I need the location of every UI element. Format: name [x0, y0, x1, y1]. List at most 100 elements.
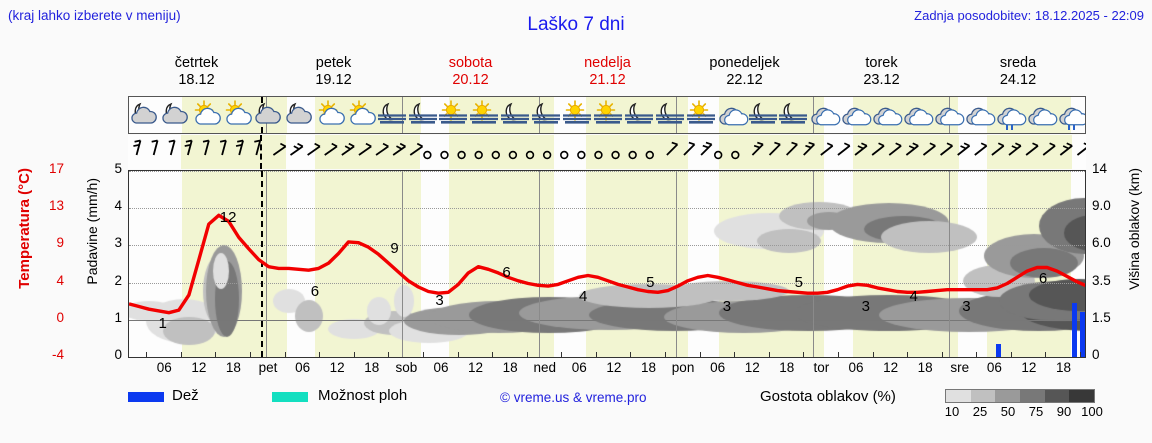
day-date: 24.12	[999, 72, 1037, 88]
cloud-icon	[1026, 99, 1058, 131]
night-shading-band	[448, 135, 555, 169]
current-time-marker	[260, 135, 263, 169]
x-tickmark	[319, 352, 321, 357]
moon-fog-icon	[748, 99, 778, 131]
cloud-height-tick: 6.0	[1092, 235, 1111, 251]
cloud-density-scale-label: 90	[1056, 404, 1072, 419]
temperature-tick: 4	[56, 272, 64, 288]
sun-cloud-icon	[222, 99, 253, 131]
day-separator	[402, 171, 404, 357]
day-name: torek	[865, 55, 898, 71]
cloud-height-axis-title: Višina oblakov (km)	[1126, 168, 1142, 290]
day-name: petek	[315, 55, 352, 71]
moon-fog-icon	[531, 99, 561, 131]
cloud-density-step-50	[995, 390, 1021, 402]
precipitation-tick: 0	[114, 347, 122, 362]
moon-fog-icon	[377, 99, 407, 131]
sun-cloud-icon	[346, 99, 376, 131]
moon-cloud-icon	[160, 99, 190, 131]
x-axis-tick: 18	[917, 360, 933, 375]
x-tickmark	[665, 352, 667, 357]
day-header-4: nedelja 21.12	[538, 55, 678, 89]
cloud-density-scale-label: 25	[972, 404, 988, 419]
horizontal-gridline	[129, 319, 1085, 321]
x-axis-tick: tor	[813, 360, 830, 375]
cloud-height-tick: 1.5	[1092, 309, 1111, 325]
legend-swatch-rain	[128, 392, 164, 402]
x-axis-tick: ned	[533, 360, 556, 375]
temperature-axis-title: Temperatura (°C)	[16, 168, 33, 289]
cloud-density-scale-label: 100	[1081, 404, 1103, 419]
x-tickmark	[1045, 352, 1047, 357]
temperature-point-label: 4	[909, 288, 918, 306]
day-name: sreda	[999, 55, 1037, 71]
night-shading-band	[180, 135, 287, 169]
x-tickmark	[353, 352, 355, 357]
day-header-2: petek 19.12	[264, 55, 404, 89]
cloud-density-scale-label: 50	[1000, 404, 1016, 419]
x-tickmark	[561, 352, 563, 357]
temperature-point-label: 1	[158, 314, 167, 332]
sun-fog-icon	[469, 99, 499, 131]
sun-cloud-icon	[191, 99, 222, 131]
temperature-point-label: 3	[435, 292, 444, 310]
x-axis-tick: 18	[225, 360, 241, 375]
x-axis-tick: 18	[1056, 360, 1072, 375]
x-tickmark	[734, 352, 736, 357]
x-tickmark	[630, 352, 632, 357]
precipitation-tick: 4	[114, 198, 122, 214]
x-axis-tick: 12	[883, 360, 899, 375]
legend-swatch-showers	[272, 392, 308, 402]
night-shading-band	[585, 135, 689, 169]
cloud-height-tick: 0	[1092, 347, 1100, 362]
x-tickmark	[250, 352, 251, 357]
day-date: 18.12	[178, 72, 215, 88]
x-axis-tick: 06	[710, 360, 726, 375]
x-tickmark	[837, 352, 839, 357]
moon-fog-icon	[624, 99, 654, 131]
x-tickmark	[768, 352, 770, 357]
copyright-link[interactable]: © vreme.us & vreme.pro	[500, 390, 647, 405]
moon-fog-icon	[500, 99, 530, 131]
x-tickmark	[457, 352, 459, 357]
x-axis-tick: 12	[191, 360, 207, 375]
x-axis-tick: 12	[1021, 360, 1037, 375]
cloud-density-color-ramp	[945, 389, 1095, 403]
location-menu-hint[interactable]: (kraj lahko izberete v meniju)	[8, 8, 181, 23]
cloud-density-scale-labels: 10 25 50 75 90 100	[938, 404, 1106, 419]
cloud-density-legend-title: Gostota oblakov (%)	[760, 388, 896, 405]
legend-label-showers: Možnost ploh	[318, 387, 408, 404]
x-tickmark	[803, 352, 805, 357]
x-tickmark	[872, 352, 874, 357]
horizontal-gridline	[129, 357, 1085, 358]
moon-fog-icon	[408, 99, 438, 131]
x-tickmark	[492, 352, 494, 357]
x-tickmark	[1080, 352, 1082, 357]
day-separator	[812, 171, 814, 357]
moon-fog-icon	[778, 99, 808, 131]
legend-label-rain: Dež	[172, 387, 199, 404]
temperature-point-label: 3	[962, 297, 971, 315]
cloud-density-step-75	[1020, 390, 1045, 402]
cloud-density-step-25	[970, 390, 996, 402]
cloud-icon	[871, 99, 903, 131]
temperature-point-label: 6	[1038, 269, 1048, 287]
x-tickmark	[976, 352, 978, 357]
day-header-5: ponedeljek 22.12	[675, 55, 815, 89]
day-header-6: torek 23.12	[812, 55, 952, 89]
x-axis-tick: sre	[950, 360, 970, 375]
cloud-icon	[809, 99, 841, 131]
x-axis-tick: 18	[502, 360, 518, 375]
x-tickmark	[907, 352, 909, 357]
day-name: ponedeljek	[709, 55, 780, 71]
cloud-icon	[964, 99, 996, 131]
horizontal-gridline	[129, 282, 1085, 284]
x-tickmark	[180, 352, 182, 357]
temperature-tick: 13	[48, 198, 64, 214]
cloud-density-scale-label: 75	[1028, 404, 1044, 419]
cloud-icon	[840, 99, 872, 131]
sun-cloud-icon	[315, 99, 345, 131]
page-title: Laško 7 dni	[527, 14, 625, 35]
cloud-height-tick: 3.5	[1092, 272, 1111, 288]
day-header-1: četrtek 18.12	[127, 55, 267, 89]
